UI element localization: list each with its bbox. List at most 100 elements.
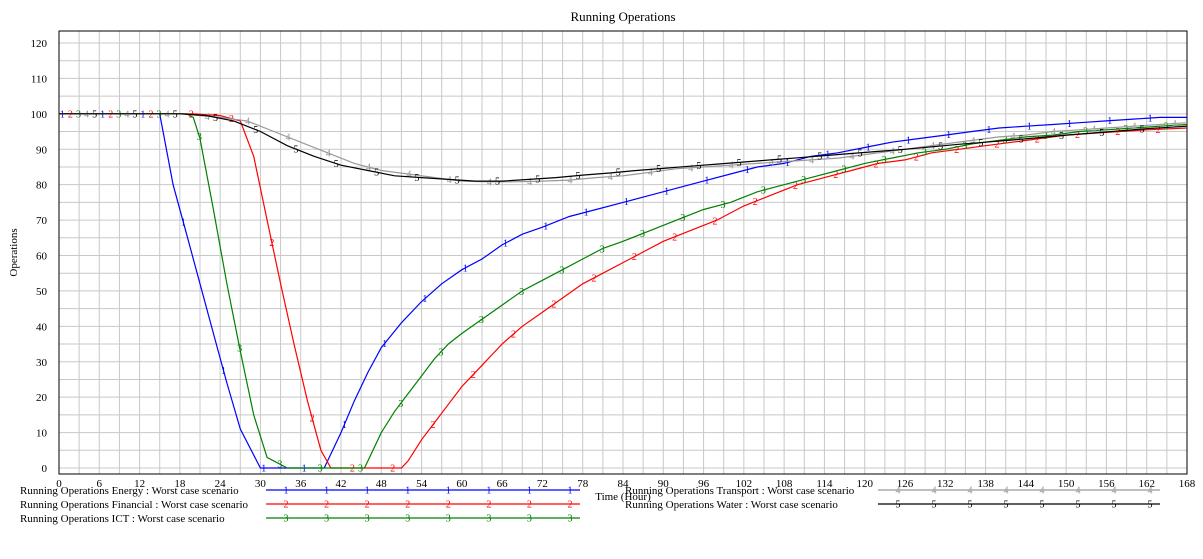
legend-marker: 4 [1148,486,1153,497]
x-tick-label: 36 [295,478,307,490]
y-tick-label: 120 [31,38,48,50]
x-tick-label: 84 [618,478,630,490]
series-marker: 3 [519,287,524,298]
legend-marker: 5 [1148,500,1153,511]
series-marker: 5 [132,109,137,120]
legend-label: Running Operations ICT : Worst case scen… [20,513,225,525]
series-marker: 2 [68,109,73,120]
series-marker: 2 [1115,127,1120,138]
series-marker: 3 [882,155,887,166]
x-tick-label: 60 [456,478,468,490]
y-tick-label: 70 [36,215,48,227]
series-marker: 5 [858,148,863,159]
series-marker: 5 [656,164,661,175]
series-marker: 1 [342,420,347,431]
series-marker: 5 [696,161,701,172]
series-marker: 1 [1027,122,1032,133]
x-tick-label: 132 [937,478,954,490]
series-marker: 5 [938,141,943,152]
legend-marker: 5 [1004,500,1009,511]
series-marker: 5 [898,145,903,156]
legend-marker: 4 [968,486,973,497]
legend-marker: 5 [896,500,901,511]
series-marker: 1 [664,186,669,197]
x-tick-label: 102 [736,478,753,490]
series-marker: 3 [1083,127,1088,138]
series-marker: 4 [124,109,129,120]
legend-marker: 1 [527,486,532,497]
series-marker: 2 [592,273,597,284]
x-tick-label: 30 [255,478,267,490]
x-axis-label: Time (Hour) [595,491,651,503]
y-tick-label: 90 [36,144,48,156]
legend-marker: 2 [365,500,370,511]
series-marker: 1 [624,197,629,208]
series-marker: 5 [817,151,822,162]
series-marker: 3 [761,186,766,197]
series-marker: 4 [366,163,371,174]
legend-marker: 1 [568,486,573,497]
series-marker: 1 [1107,116,1112,127]
series-marker: 2 [269,238,274,249]
x-tick-label: 18 [174,478,186,490]
series-marker: 4 [326,149,331,160]
series-marker: 3 [439,347,444,358]
series-marker: 3 [680,213,685,224]
series-marker: 1 [503,239,508,250]
series-marker: 2 [954,145,959,156]
y-tick-label: 20 [36,392,48,404]
legend-item-3: Running Operations ICT : Worst case scen… [20,513,580,525]
series-marker: 5 [1019,135,1024,146]
x-tick-label: 144 [1018,478,1035,490]
x-tick-label: 108 [776,478,793,490]
series-marker: 5 [294,145,299,156]
series-marker: 1 [302,464,307,475]
series-marker: 1 [382,339,387,350]
legend-marker: 3 [486,514,491,525]
y-tick-label: 0 [42,463,48,475]
series-marker: 5 [737,158,742,169]
legend-marker: 3 [568,514,573,525]
series-marker: 5 [576,171,581,182]
x-tick-label: 168 [1179,478,1196,490]
series-marker: 2 [874,159,879,170]
x-tick-label: 114 [816,478,833,490]
y-tick-label: 40 [36,321,48,333]
plot-frame [58,30,1188,475]
series-marker: 4 [487,177,492,188]
legend-label: Running Operations Energy : Worst case s… [20,485,239,497]
series-line [59,113,1188,469]
legend-marker: 4 [1040,486,1045,497]
x-tick-label: 156 [1098,478,1115,490]
series-marker: 4 [1051,127,1056,138]
series-marker: 2 [1035,134,1040,145]
y-tick-label: 60 [36,251,48,263]
legend-item-4: Running Operations Transport : Worst cas… [625,485,1160,497]
x-tick-label: 78 [577,478,589,490]
series-marker: 3 [277,460,282,471]
x-tick-label: 0 [56,478,62,490]
series-marker: 1 [745,165,750,176]
series-marker: 2 [148,109,153,120]
series-marker: 1 [866,142,871,153]
series-marker: 4 [165,109,170,120]
legend-item-1: Running Operations Energy : Worst case s… [20,485,580,497]
y-tick-label: 10 [36,428,48,440]
x-tick-label: 42 [336,478,347,490]
axes: 0 6 12 18 24 30 36 42 48 54 60 66 72 78 84 90 96 102 108 11… [31,30,1196,490]
series-marker: 1 [140,109,145,120]
legend-marker: 4 [1004,486,1009,497]
series-marker: 2 [914,152,919,163]
series-marker: 1 [100,109,105,120]
legend-marker: 5 [932,500,937,511]
x-tick-label: 138 [977,478,994,490]
series-marker: 3 [1123,124,1128,135]
y-tick-label: 30 [36,357,48,369]
series-marker: 1 [1067,119,1072,130]
series-marker: 4 [1172,119,1177,130]
series-marker: 1 [986,125,991,136]
y-tick-label: 100 [31,109,48,121]
series-marker: 2 [229,114,234,125]
y-tick-label: 50 [36,286,48,298]
